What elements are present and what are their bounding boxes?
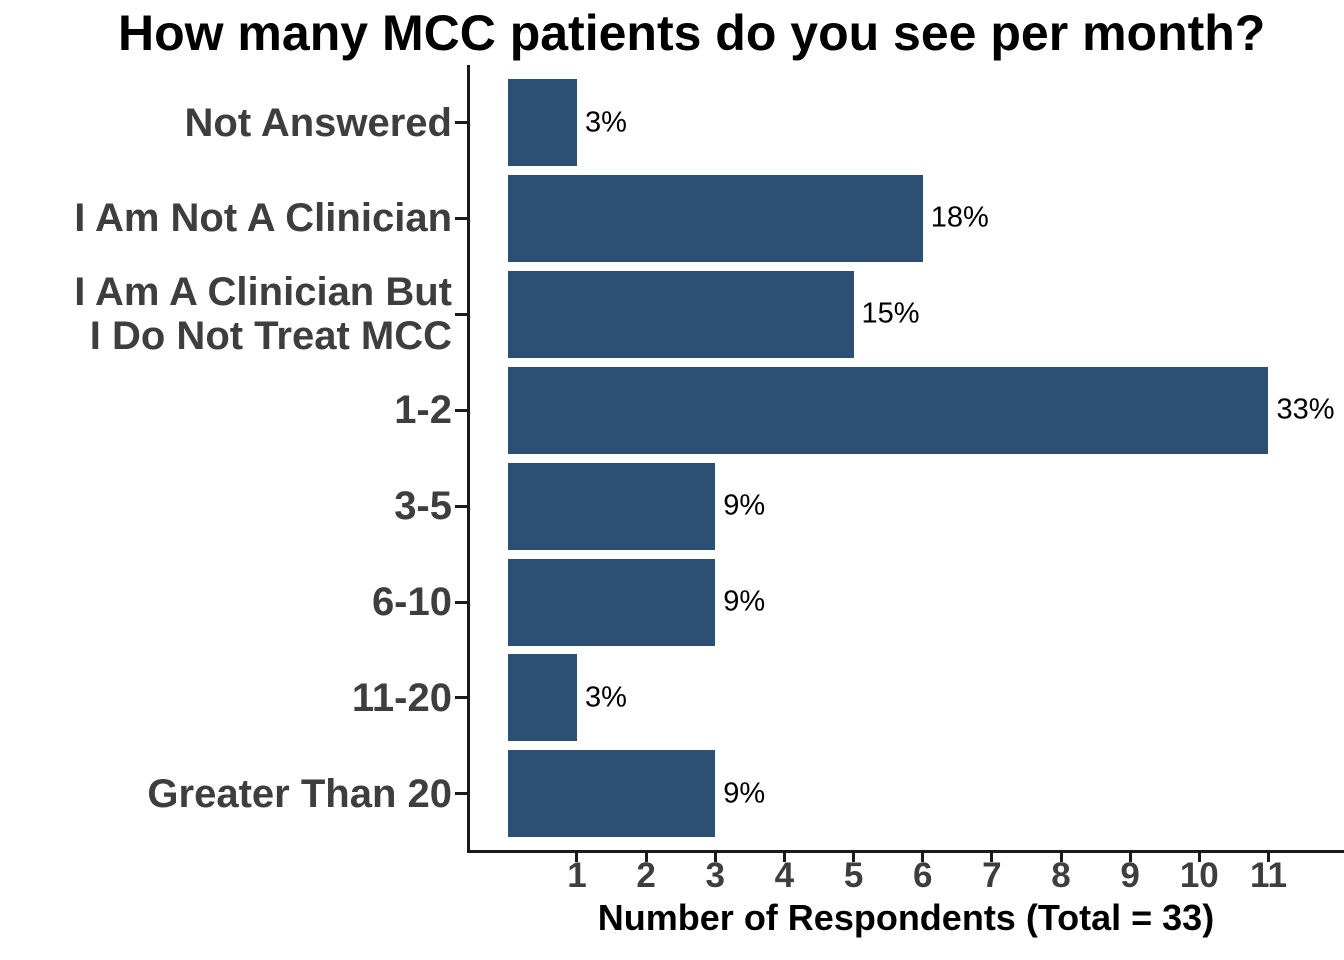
y-axis-line — [467, 65, 470, 853]
x-axis-tick — [1059, 853, 1063, 862]
bar — [507, 750, 716, 838]
x-axis-tick — [1128, 853, 1132, 862]
bar-value-label: 3% — [584, 106, 627, 138]
x-axis-tick-label: 3 — [705, 856, 725, 895]
x-axis-tick — [575, 853, 579, 862]
category-label: I Am Not A Clinician — [74, 196, 452, 241]
x-axis-line — [467, 850, 1344, 853]
category-label: I Am A Clinician But I Do Not Treat MCC — [74, 270, 452, 359]
bar-value-label: 18% — [930, 201, 989, 234]
y-axis-tick — [455, 504, 467, 508]
x-axis-tick-label: 11 — [1249, 856, 1287, 895]
x-axis-title: Number of Respondents (Total = 33) — [597, 897, 1215, 938]
x-axis-tick — [852, 853, 856, 862]
x-axis-tick-label: 4 — [774, 856, 795, 895]
bar — [507, 558, 716, 646]
category-label: Not Answered — [184, 100, 452, 145]
x-axis-tick — [782, 853, 786, 862]
bar-value-label: 9% — [723, 489, 766, 522]
bar — [507, 654, 577, 742]
chart-title: How many MCC patients do you see per mon… — [118, 5, 1266, 61]
x-axis-tick-label: 8 — [1051, 856, 1071, 895]
category-label: 6-10 — [371, 580, 452, 624]
bar-value-label: 9% — [723, 777, 766, 810]
category-label: Greater Than 20 — [147, 771, 452, 816]
bar — [507, 79, 577, 166]
category-label: 1-2 — [394, 388, 452, 433]
x-axis-tick-label: 5 — [843, 856, 864, 895]
x-axis-tick-label: 10 — [1179, 856, 1219, 895]
bar — [507, 462, 716, 550]
x-axis-tick — [1266, 853, 1270, 862]
x-axis-tick — [713, 853, 717, 862]
x-axis-tick-label: 9 — [1120, 856, 1140, 895]
x-axis-tick-label: 1 — [567, 856, 587, 895]
bar-value-label: 15% — [861, 297, 920, 330]
bar — [507, 174, 923, 262]
x-axis-tick — [921, 853, 925, 862]
x-axis-tick — [990, 853, 994, 862]
x-axis-tick-label: 2 — [636, 856, 656, 895]
x-axis-tick — [1197, 853, 1201, 862]
x-axis-tick-label: 7 — [982, 856, 1002, 895]
bar — [507, 366, 1269, 454]
category-label: 11-20 — [351, 675, 452, 720]
y-axis-tick — [455, 696, 467, 700]
bar — [507, 270, 854, 358]
y-axis-tick — [455, 216, 467, 220]
y-axis-tick — [455, 600, 467, 604]
y-axis-tick — [455, 792, 467, 796]
bar-value-label: 9% — [723, 585, 766, 618]
bar-value-label: 33% — [1276, 393, 1335, 426]
x-axis-tick-label: 6 — [912, 856, 933, 895]
x-axis-tick — [644, 853, 648, 862]
y-axis-tick — [455, 408, 467, 412]
bar-value-label: 3% — [584, 681, 627, 714]
y-axis-tick — [455, 121, 467, 124]
y-axis-tick — [455, 312, 467, 316]
category-label: 3-5 — [394, 484, 452, 529]
